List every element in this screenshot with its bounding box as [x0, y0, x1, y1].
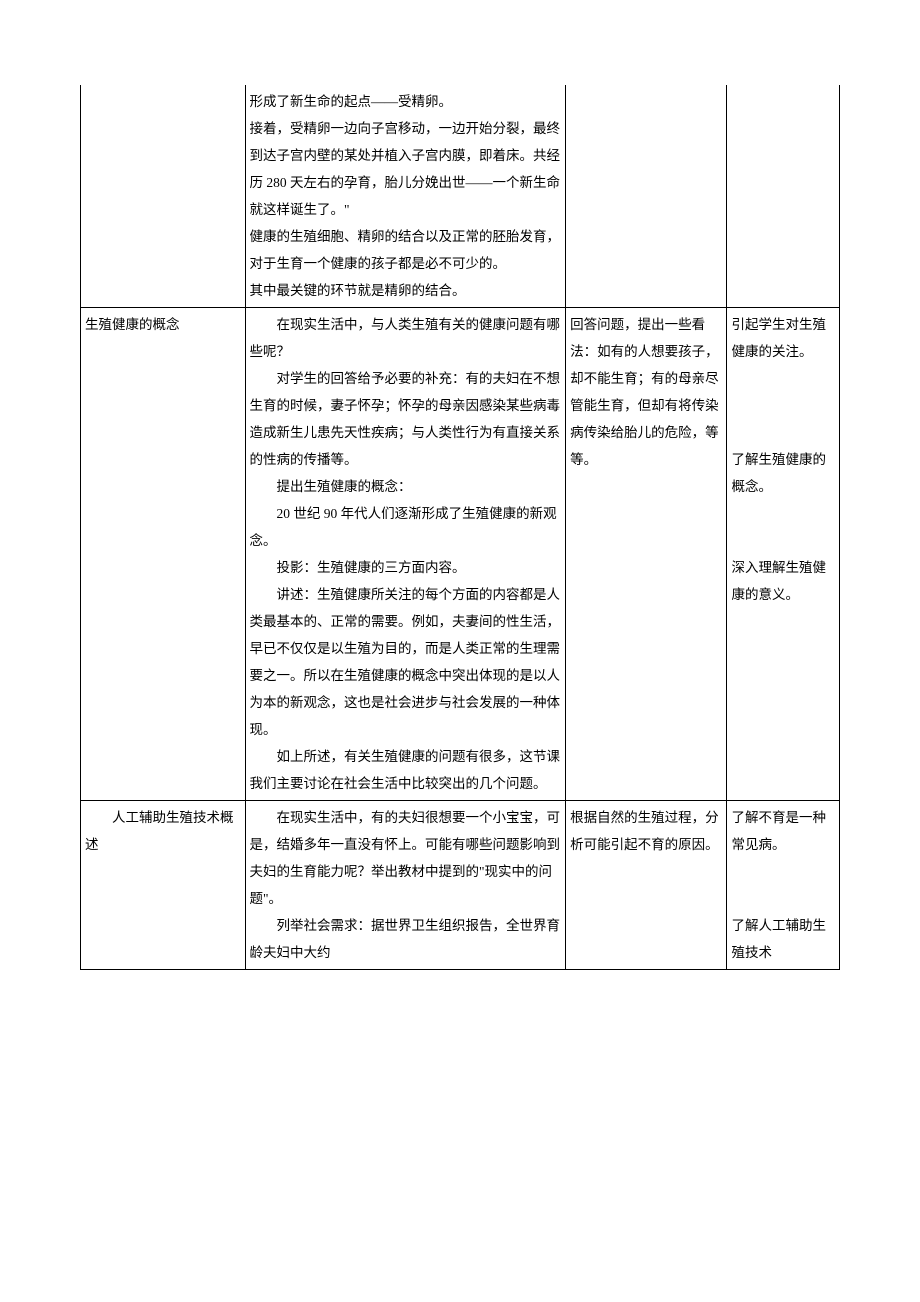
table-cell: 引起学生对生殖健康的关注。了解生殖健康的概念。深入理解生殖健康的意义。 [727, 308, 840, 801]
cell-paragraph: 了解不育是一种常见病。 [731, 804, 835, 858]
cell-paragraph: 对学生的回答给予必要的补充：有的夫妇在不想生育的时候，妻子怀孕；怀孕的母亲因感染… [250, 365, 562, 473]
cell-paragraph: 20 世纪 90 年代人们逐渐形成了生殖健康的新观念。 [250, 500, 562, 554]
table-body: 形成了新生命的起点——受精卵。接着，受精卵一边向子宫移动，一边开始分裂，最终到达… [81, 85, 840, 970]
table-cell [81, 85, 246, 308]
table-cell [727, 85, 840, 308]
cell-paragraph: 引起学生对生殖健康的关注。 [731, 311, 835, 365]
cell-paragraph: 投影：生殖健康的三方面内容。 [250, 554, 562, 581]
cell-paragraph: 了解人工辅助生殖技术 [731, 912, 835, 966]
cell-paragraph: 讲述：生殖健康所关注的每个方面的内容都是人类最基本的、正常的需要。例如，夫妻间的… [250, 581, 562, 743]
cell-paragraph: 提出生殖健康的概念： [250, 473, 562, 500]
table-row: 形成了新生命的起点——受精卵。接着，受精卵一边向子宫移动，一边开始分裂，最终到达… [81, 85, 840, 308]
cell-paragraph: 列举社会需求：据世界卫生组织报告，全世界育龄夫妇中大约 [250, 912, 562, 966]
cell-paragraph: 接着，受精卵一边向子宫移动，一边开始分裂，最终到达子宫内壁的某处并植入子宫内膜，… [250, 115, 562, 223]
cell-paragraph: 在现实生活中，有的夫妇很想要一个小宝宝，可是，结婚多年一直没有怀上。可能有哪些问… [250, 804, 562, 912]
cell-paragraph: 形成了新生命的起点——受精卵。 [250, 88, 562, 115]
cell-paragraph: 如上所述，有关生殖健康的问题有很多，这节课我们主要讨论在社会生活中比较突出的几个… [250, 743, 562, 797]
table-cell: 人工辅助生殖技术概述 [81, 801, 246, 970]
cell-paragraph: 健康的生殖细胞、精卵的结合以及正常的胚胎发育，对于生育一个健康的孩子都是必不可少… [250, 223, 562, 277]
cell-paragraph: 生殖健康的概念 [85, 311, 241, 338]
table-row: 人工辅助生殖技术概述在现实生活中，有的夫妇很想要一个小宝宝，可是，结婚多年一直没… [81, 801, 840, 970]
cell-paragraph: 在现实生活中，与人类生殖有关的健康问题有哪些呢？ [250, 311, 562, 365]
table-cell: 了解不育是一种常见病。了解人工辅助生殖技术 [727, 801, 840, 970]
lesson-plan-table: 形成了新生命的起点——受精卵。接着，受精卵一边向子宫移动，一边开始分裂，最终到达… [80, 85, 840, 970]
table-cell: 回答问题，提出一些看法：如有的人想要孩子，却不能生育；有的母亲尽管能生育，但却有… [566, 308, 727, 801]
table-cell: 生殖健康的概念 [81, 308, 246, 801]
table-cell: 根据自然的生殖过程，分析可能引起不育的原因。 [566, 801, 727, 970]
table-row: 生殖健康的概念在现实生活中，与人类生殖有关的健康问题有哪些呢？对学生的回答给予必… [81, 308, 840, 801]
cell-paragraph: 根据自然的生殖过程，分析可能引起不育的原因。 [570, 804, 722, 858]
cell-paragraph: 回答问题，提出一些看法：如有的人想要孩子，却不能生育；有的母亲尽管能生育，但却有… [570, 311, 722, 473]
cell-paragraph: 了解生殖健康的概念。 [731, 446, 835, 500]
table-cell: 形成了新生命的起点——受精卵。接着，受精卵一边向子宫移动，一边开始分裂，最终到达… [245, 85, 566, 308]
table-cell: 在现实生活中，有的夫妇很想要一个小宝宝，可是，结婚多年一直没有怀上。可能有哪些问… [245, 801, 566, 970]
cell-paragraph: 深入理解生殖健康的意义。 [731, 554, 835, 608]
cell-paragraph: 其中最关键的环节就是精卵的结合。 [250, 277, 562, 304]
table-cell [566, 85, 727, 308]
cell-paragraph: 人工辅助生殖技术概述 [85, 804, 241, 858]
table-cell: 在现实生活中，与人类生殖有关的健康问题有哪些呢？对学生的回答给予必要的补充：有的… [245, 308, 566, 801]
